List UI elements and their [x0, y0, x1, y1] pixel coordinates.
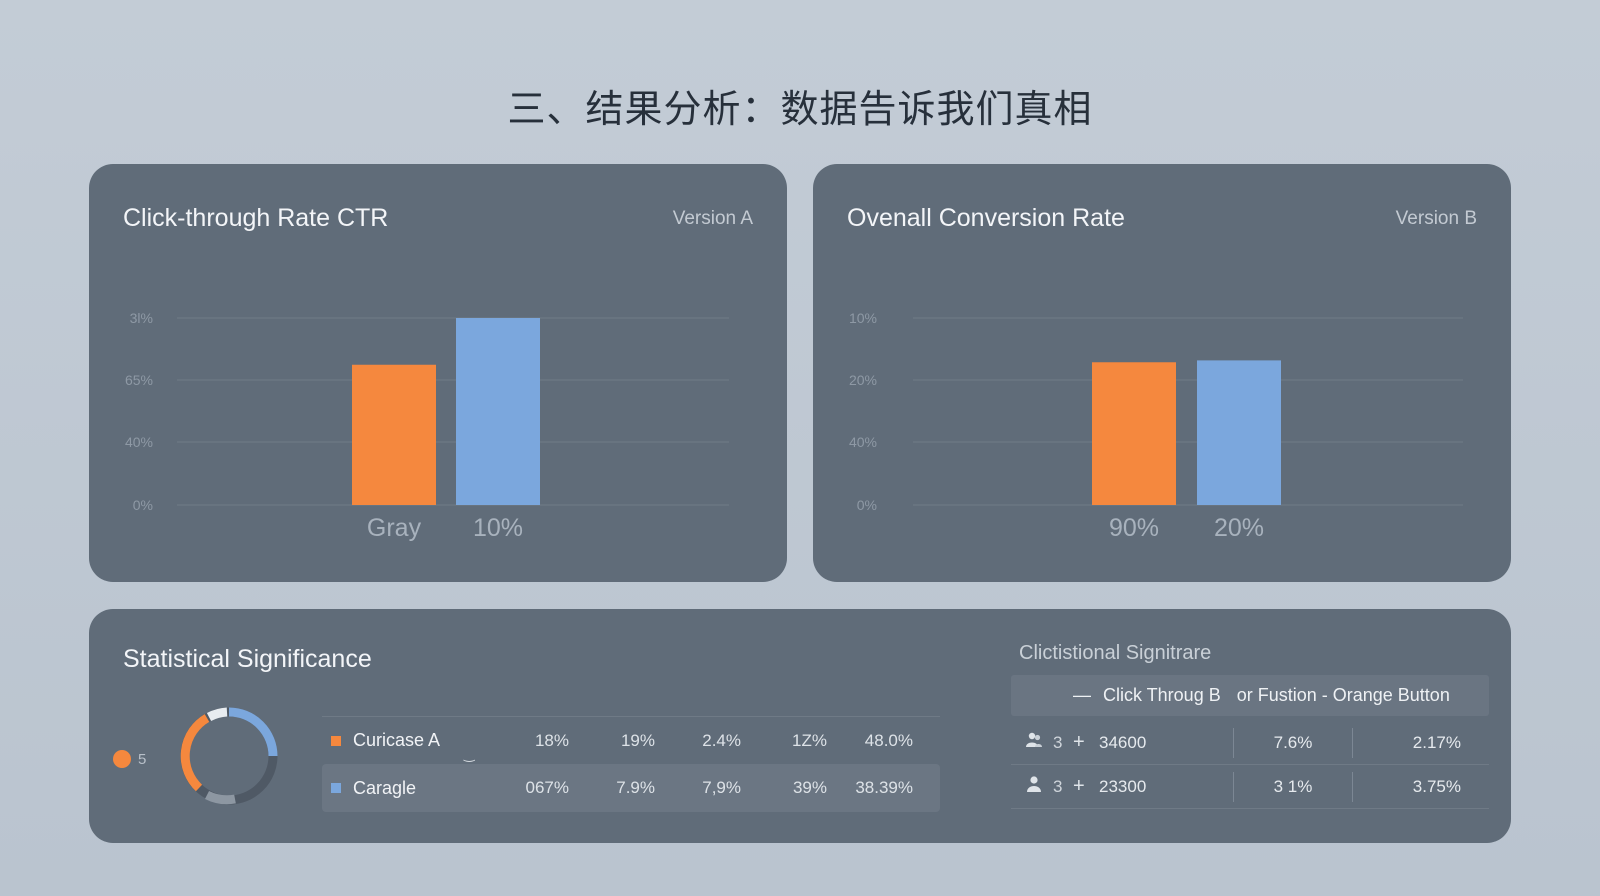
row-cell: 48.0% — [864, 730, 913, 750]
divider — [1233, 727, 1234, 758]
bar-blue — [1197, 360, 1281, 505]
row-cell: 18% — [534, 730, 569, 750]
row-mark: ‿ — [464, 747, 475, 762]
divider — [1352, 771, 1353, 802]
y-tick-label: 40% — [125, 434, 153, 450]
x-category-label: 10% — [473, 514, 523, 542]
ctr-chart-title: Click-through Rate CTR — [123, 204, 389, 232]
user-icon — [1023, 775, 1045, 798]
row-label: Curicase A — [353, 730, 441, 750]
row-swatch-orange — [331, 735, 341, 746]
row-cell: 7,9% — [702, 778, 741, 797]
bar-blue — [456, 318, 540, 505]
ctr-chart-card: Click-through Rate CTR Version A 3l% 65% 4… — [89, 164, 787, 582]
plus-icon: + — [1073, 775, 1085, 797]
significance-table: Curicase A ‿ 18% 19% 2.4% 1Z% 48.0% Cara… — [322, 716, 940, 812]
y-tick-label: 40% — [849, 434, 877, 450]
right-panel-rows: 3 + 34600 7.6% 2.17% 3 + 23300 3 1% 3.75… — [1011, 721, 1489, 809]
legend-dot-label: 5 — [138, 751, 147, 768]
table-row: Caragle 067% 7.9% 7,9% 39% 38.39% — [322, 764, 940, 812]
row-cell: 3 1% — [1273, 776, 1313, 796]
row-swatch-blue — [331, 783, 341, 793]
conversion-chart-card: Ovenall Conversion Rate Version B 10% 20%… — [813, 164, 1511, 582]
header-col2: or Fustion - Orange Button — [1236, 685, 1450, 705]
conversion-version-tag: Version B — [1395, 208, 1477, 229]
bar-orange — [1092, 362, 1176, 505]
divider — [1352, 727, 1353, 758]
conversion-bar-chart: 10% 20% 40% 0% 90% 20% — [849, 310, 1463, 542]
significance-donut — [180, 707, 278, 805]
row-count: 3 — [1053, 776, 1063, 796]
right-panel-title: Clictistional Signitrare — [1019, 642, 1212, 664]
y-tick-label: 65% — [125, 372, 153, 388]
plus-icon: + — [1073, 731, 1085, 753]
row-value: 34600 — [1099, 732, 1147, 752]
list-item: 3 + 23300 3 1% 3.75% — [1011, 765, 1489, 809]
row-cell: 38.39% — [855, 778, 913, 797]
row-count: 3 — [1053, 732, 1063, 752]
row-label: Caragle — [353, 777, 417, 798]
row-cell: 3.75% — [1412, 776, 1461, 796]
significance-title: Statistical Significance — [123, 645, 372, 673]
x-category-label: 90% — [1109, 514, 1159, 542]
row-cell: 7.9% — [616, 778, 655, 797]
donut-orange-arc — [180, 714, 210, 792]
row-cell: 2.17% — [1412, 732, 1461, 752]
row-cell: 2.4% — [702, 730, 741, 750]
donut-gray-arc — [204, 790, 236, 805]
dash-icon: — — [1073, 685, 1091, 705]
bar-orange — [352, 364, 436, 505]
table-row: Curicase A ‿ 18% 19% 2.4% 1Z% 48.0% — [322, 716, 940, 764]
y-tick-label: 3l% — [130, 310, 153, 326]
y-tick-label: 10% — [849, 310, 877, 326]
row-cell: 19% — [620, 730, 655, 750]
donut-blue-arc — [228, 707, 278, 757]
page-title: 三、结果分析：数据告诉我们真相 — [507, 87, 1093, 131]
row-value: 23300 — [1099, 776, 1147, 796]
significance-card: Statistical Significance 5 Curicase A ‿ … — [89, 609, 1511, 843]
list-item: 3 + 34600 7.6% 2.17% — [1011, 721, 1489, 765]
ctr-bar-chart: 3l% 65% 40% 0% Gray 10% — [125, 310, 729, 542]
row-cell: 39% — [792, 778, 827, 797]
donut-light-arc — [206, 707, 228, 722]
y-tick-label: 20% — [849, 372, 877, 388]
row-cell: 7.6% — [1273, 732, 1313, 752]
header-col1: Click Throug B — [1103, 685, 1221, 705]
right-panel-header: — Click Throug B or Fustion - Orange But… — [1011, 675, 1489, 716]
legend-dot-orange — [113, 750, 131, 768]
row-cell: 067% — [525, 778, 569, 797]
y-tick-label: 0% — [857, 497, 877, 513]
row-cell: 1Z% — [792, 730, 827, 750]
conversion-chart-title: Ovenall Conversion Rate — [847, 204, 1125, 232]
ctr-version-tag: Version A — [672, 208, 753, 229]
x-category-label: 20% — [1214, 514, 1264, 542]
y-tick-label: 0% — [133, 497, 153, 513]
x-category-label: Gray — [367, 514, 422, 542]
divider — [1233, 771, 1234, 802]
group-icon — [1023, 731, 1045, 754]
